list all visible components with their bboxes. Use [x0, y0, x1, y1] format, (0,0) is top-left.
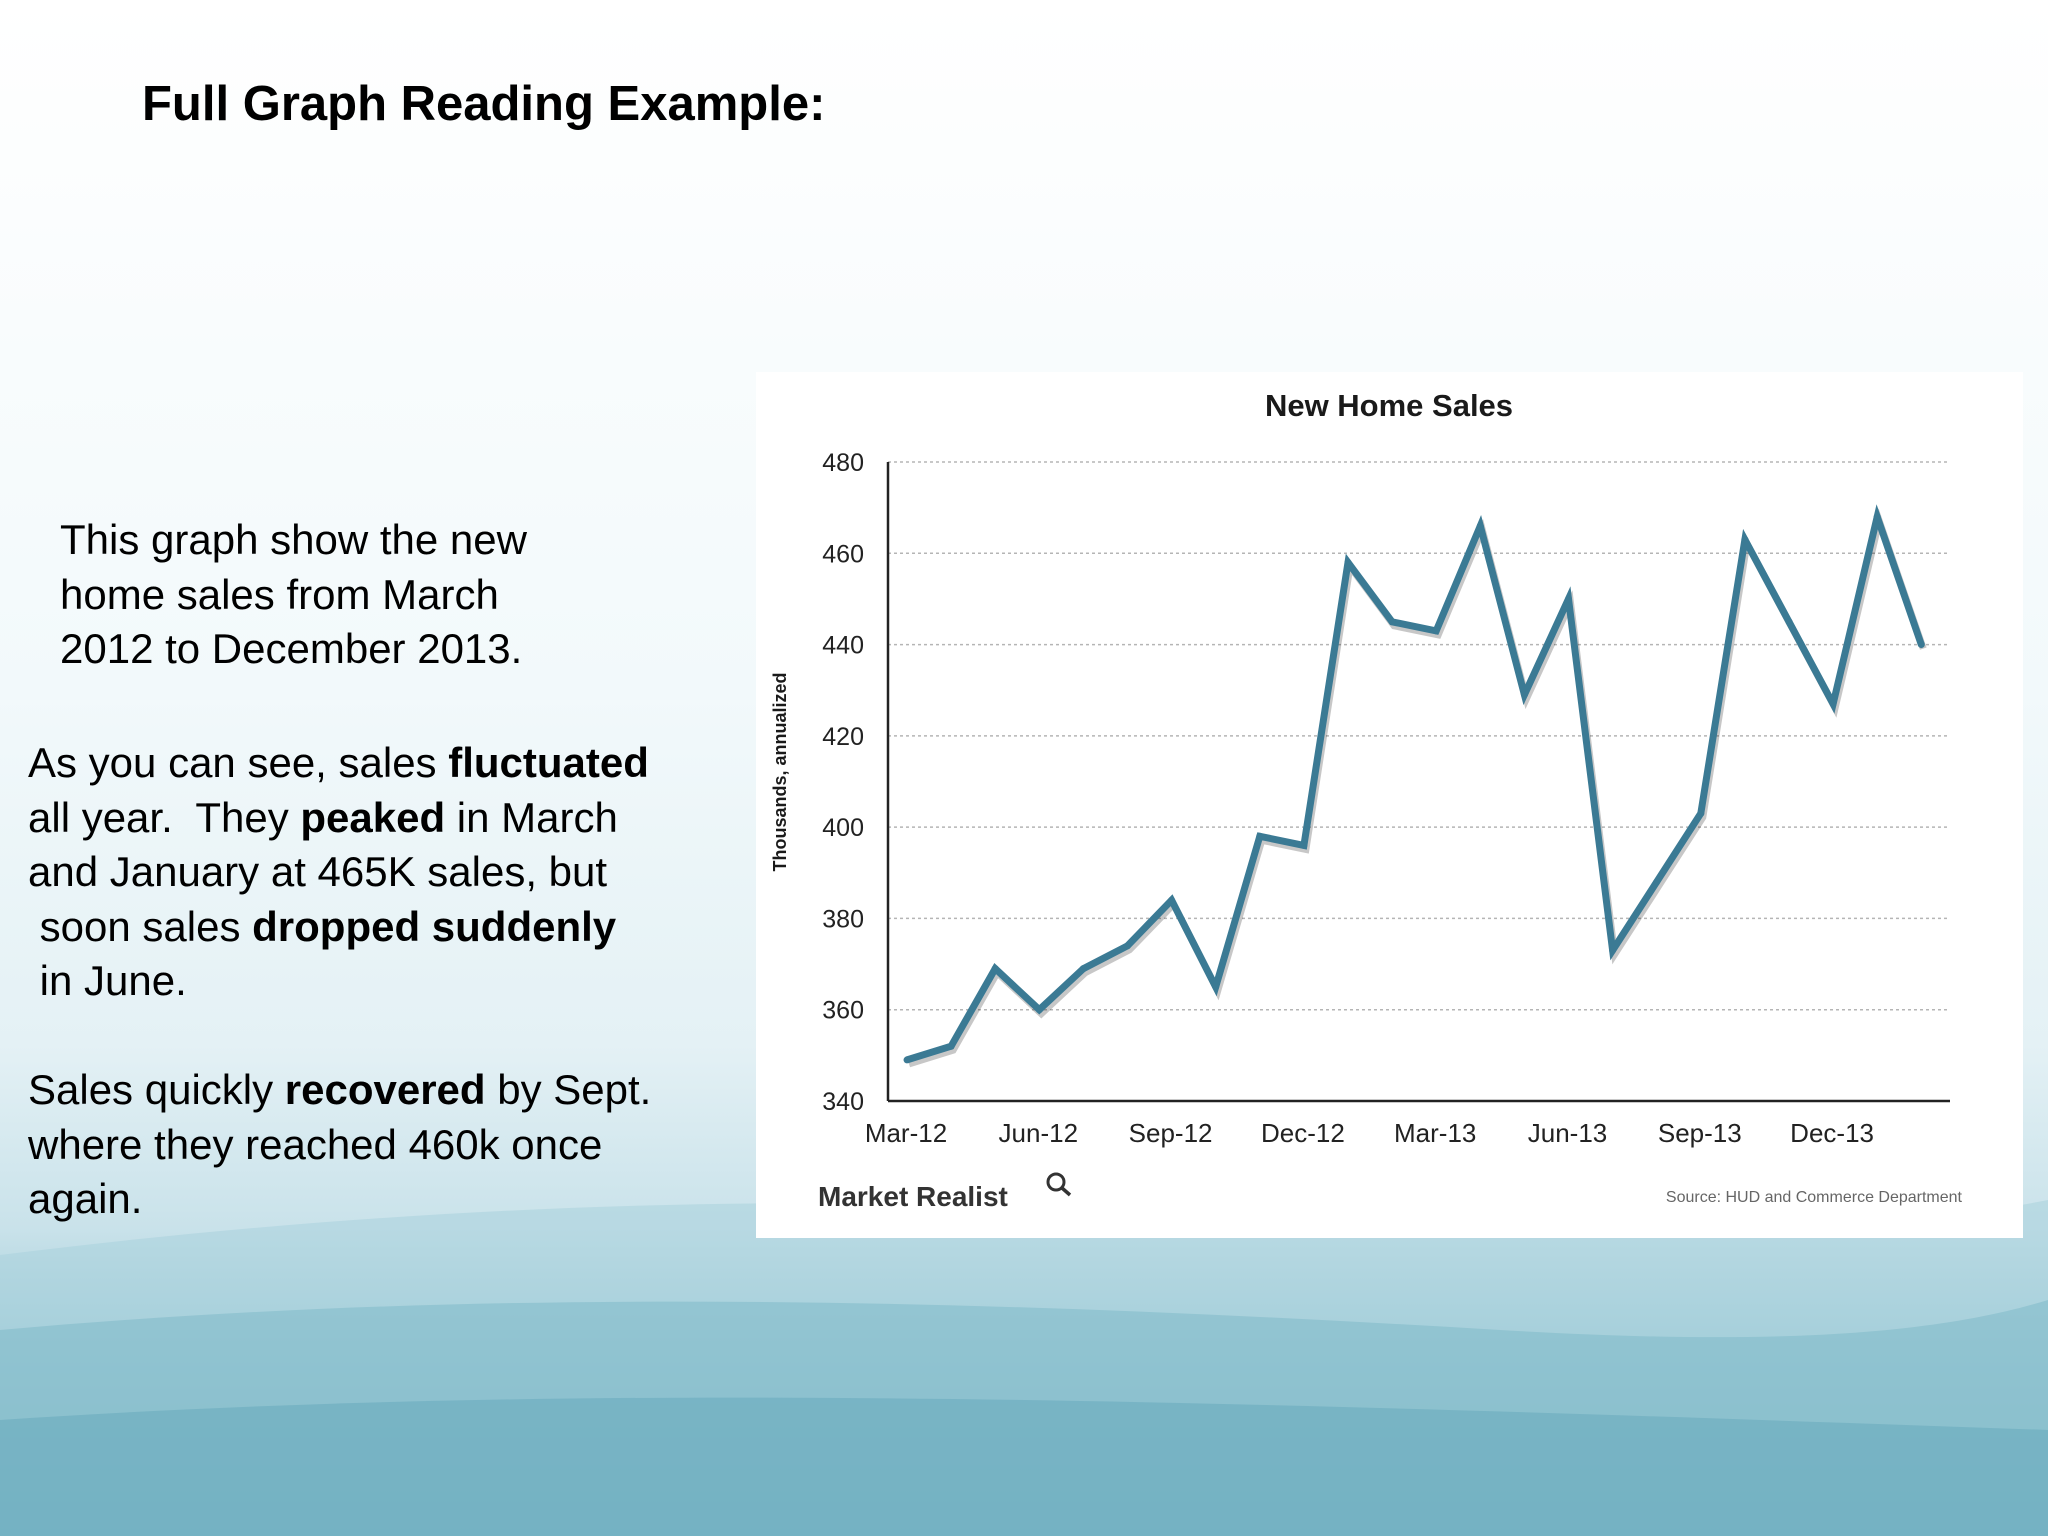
- data-point: [991, 965, 999, 973]
- data-point: [1168, 896, 1176, 904]
- data-point: [1741, 536, 1749, 544]
- data-point: [1653, 878, 1661, 886]
- data-point: [1565, 595, 1572, 603]
- y-tick-labels: 340 360 380 400 420 440 460 480: [822, 449, 864, 1116]
- chart-panel: 340 360 380 400 420 440 460 480 Mar-12 Jun-12 Sep…: [756, 372, 2023, 1238]
- y-tick-label: 380: [822, 905, 864, 933]
- data-point: [1212, 983, 1220, 991]
- x-tick-label: Sep-12: [1129, 1118, 1213, 1148]
- x-tick-label: Jun-12: [999, 1118, 1079, 1148]
- series-line-shadow: [907, 508, 1927, 1068]
- x-tick-label: Mar-13: [1394, 1118, 1476, 1148]
- series-group: [903, 504, 1927, 1068]
- fluctuation-paragraph: As you can see, sales fluctuated all yea…: [28, 736, 649, 1009]
- paragraph-text: in June.: [39, 957, 187, 1004]
- data-point: [903, 1056, 911, 1064]
- y-tick-label: 360: [822, 997, 864, 1025]
- emphasis-recovered: recovered: [284, 1066, 486, 1113]
- y-tick-label: 420: [822, 723, 864, 751]
- paragraph-text: in March and January at 465K sales, but …: [28, 793, 618, 950]
- x-tick-label: Mar-12: [865, 1118, 947, 1148]
- data-point: [1035, 1006, 1043, 1014]
- data-point: [1079, 965, 1087, 973]
- slide-title: Full Graph Reading Example:: [142, 77, 826, 131]
- x-tick-label: Jun-13: [1528, 1118, 1608, 1148]
- emphasis-peaked: peaked: [300, 793, 446, 841]
- x-tick-label: Sep-13: [1658, 1118, 1742, 1148]
- source-note: Source: HUD and Commerce Department: [1666, 1189, 1963, 1206]
- series-line: [905, 504, 1925, 1064]
- x-tick-label: Dec-13: [1790, 1118, 1874, 1148]
- data-point: [1873, 513, 1881, 521]
- data-point: [1917, 641, 1925, 649]
- line-chart: 340 360 380 400 420 440 460 480 Mar-12 Jun-12 Sep…: [770, 388, 1963, 1212]
- y-tick-label: 400: [822, 814, 864, 842]
- market-realist-logo: Market Realist: [818, 1181, 1008, 1212]
- data-point: [1300, 841, 1308, 849]
- y-axis-label: Thousands, annualized: [770, 672, 790, 871]
- emphasis-fluctuated: fluctuated: [448, 739, 649, 786]
- data-point: [1124, 942, 1131, 950]
- data-point: [1785, 618, 1793, 626]
- data-point: [1697, 809, 1705, 817]
- paragraph-text: Sales quickly: [28, 1066, 285, 1113]
- gridlines: [888, 461, 1950, 1011]
- emphasis-dropped-suddenly: dropped suddenly: [252, 902, 617, 950]
- data-point: [1476, 522, 1484, 530]
- data-point: [1388, 618, 1396, 626]
- paragraph-text: As you can see, sales: [28, 739, 449, 786]
- x-tick-label: Dec-12: [1261, 1118, 1345, 1148]
- y-tick-label: 440: [822, 632, 864, 660]
- y-tick-label: 340: [822, 1088, 864, 1116]
- x-tick-labels: Mar-12 Jun-12 Sep-12 Dec-12 Mar-13 Jun-13 Sep-…: [865, 1118, 1874, 1148]
- data-point: [1432, 627, 1440, 635]
- paragraph-text: by Sept. where they reached 460k once ag…: [28, 1066, 652, 1222]
- data-point: [1829, 700, 1837, 708]
- recovery-paragraph: Sales quickly recovered by Sept. where t…: [28, 1063, 651, 1227]
- y-tick-label: 460: [822, 540, 864, 568]
- data-point: [947, 1042, 955, 1050]
- magnifier-icon: [1046, 1172, 1072, 1197]
- paragraph-text: all year. They: [28, 793, 289, 841]
- chart-title: New Home Sales: [1265, 388, 1513, 423]
- data-point: [1256, 832, 1264, 840]
- intro-text: This graph show the new home sales from …: [60, 516, 527, 672]
- data-point: [1344, 558, 1352, 566]
- y-tick-label: 480: [822, 449, 864, 477]
- data-point: [1609, 946, 1617, 954]
- data-point: [1520, 691, 1528, 699]
